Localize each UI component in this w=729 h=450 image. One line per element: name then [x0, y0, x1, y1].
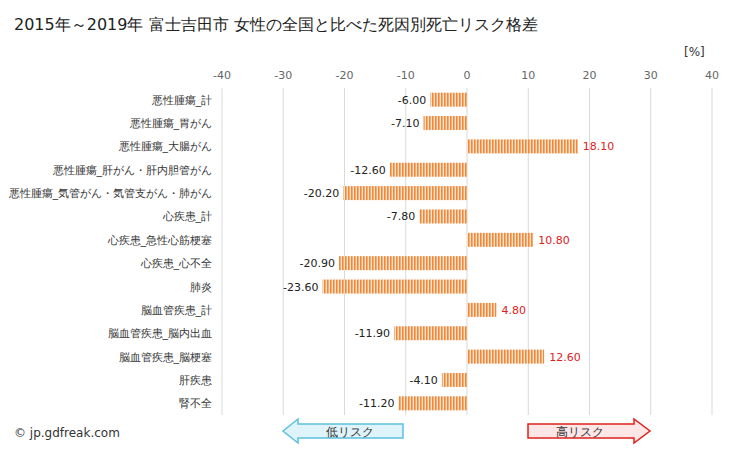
grid-line — [283, 88, 284, 415]
data-label: -7.80 — [387, 210, 415, 223]
grid-line — [467, 88, 468, 415]
grid-line — [528, 88, 529, 415]
data-label: -11.90 — [355, 327, 390, 340]
bar — [390, 163, 467, 177]
grid-line — [589, 88, 590, 415]
tick-label: 20 — [583, 69, 597, 82]
data-label: -23.60 — [283, 281, 318, 294]
bar — [442, 373, 467, 387]
tick-label: -40 — [213, 69, 231, 82]
category-label: 悪性腫瘍_肝がん・肝内胆管がん — [52, 164, 213, 177]
data-label: -11.20 — [359, 397, 394, 410]
bar — [467, 139, 578, 153]
data-label: 12.60 — [549, 351, 581, 364]
axis-label: [%] — [684, 45, 705, 59]
high-arrow — [528, 419, 650, 443]
high-risk-label: 高リスク — [556, 425, 604, 439]
bar — [467, 350, 544, 364]
tick-label: 40 — [705, 69, 719, 82]
title: 2015年～2019年 富士吉田市 女性の全国と比べた死因別死亡リスク格差 — [14, 15, 538, 34]
bar — [339, 256, 467, 270]
category-label: 悪性腫瘍_胃がん — [129, 117, 213, 130]
category-label: 悪性腫瘍_気管がん・気管支がん・肺がん — [8, 187, 213, 200]
category-label: 脳血管疾患_計 — [141, 304, 213, 317]
tick-label: -30 — [274, 69, 292, 82]
source: © jp.gdfreak.com — [14, 426, 120, 440]
category-label: 心疾患_計 — [162, 210, 213, 223]
data-label: -6.00 — [398, 94, 426, 107]
category-label: 心疾患_心不全 — [140, 257, 213, 270]
category-label: 心疾患_急性心筋梗塞 — [107, 234, 213, 247]
bar — [424, 116, 467, 130]
bar — [394, 326, 467, 340]
low-risk-label: 低リスク — [326, 425, 374, 439]
category-label: 肺炎 — [190, 281, 212, 294]
data-label: 4.80 — [501, 304, 526, 317]
category-label: 悪性腫瘍_計 — [151, 94, 213, 107]
grid-line — [712, 88, 713, 415]
low-arrow — [283, 419, 403, 443]
data-label: 10.80 — [538, 234, 570, 247]
tick-label: -20 — [336, 69, 354, 82]
category-label: 悪性腫瘍_大腸がん — [118, 140, 213, 153]
grid-line — [222, 88, 223, 415]
data-label: -12.60 — [350, 164, 385, 177]
bar — [322, 280, 467, 294]
data-label: -20.90 — [300, 257, 335, 270]
bar — [467, 303, 496, 317]
bar — [398, 396, 467, 410]
grid-line — [344, 88, 345, 415]
tick-label: 10 — [521, 69, 535, 82]
bar — [467, 233, 533, 247]
category-label: 腎不全 — [179, 397, 212, 410]
chart: 2015年～2019年 富士吉田市 女性の全国と比べた死因別死亡リスク格差 [%]… — [0, 0, 729, 450]
tick-label: -10 — [397, 69, 415, 82]
bars — [322, 93, 577, 411]
category-label: 脳血管疾患_脳内出血 — [108, 327, 213, 340]
bar — [343, 186, 467, 200]
tick-label: 0 — [464, 69, 471, 82]
data-label: 18.10 — [583, 140, 615, 153]
data-label: -7.10 — [391, 117, 419, 130]
data-label: -4.10 — [409, 374, 437, 387]
data-label: -20.20 — [304, 187, 339, 200]
category-label: 脳血管疾患_脳梗塞 — [119, 351, 213, 364]
grid-line — [405, 88, 406, 415]
tick-label: 30 — [644, 69, 658, 82]
bar — [430, 93, 467, 107]
grid-line — [650, 88, 651, 415]
category-label: 肝疾患 — [179, 374, 212, 387]
bar — [419, 209, 467, 223]
